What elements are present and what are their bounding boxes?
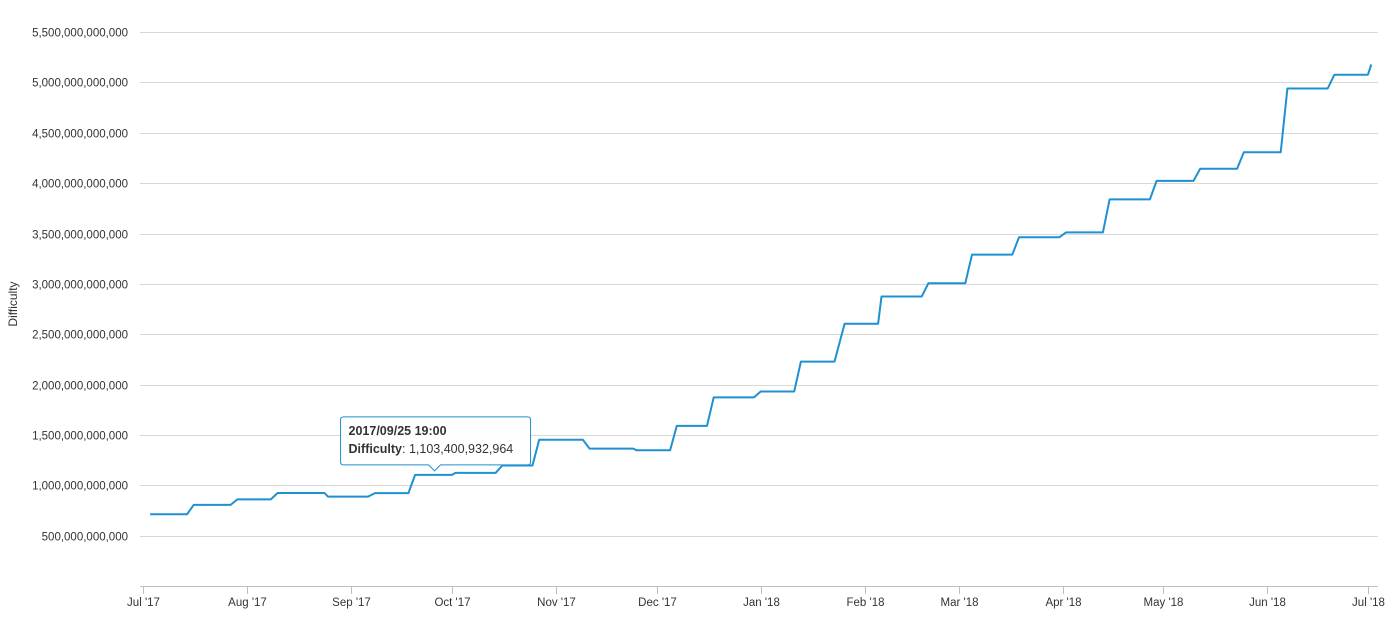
y-axis-title: Difficulty xyxy=(6,281,20,326)
series-line-difficulty xyxy=(150,64,1373,516)
y-tick-label: 1,000,000,000,000 xyxy=(32,481,128,493)
x-axis: Jul '17 Aug '17 Sep '17 Oct '17 Nov '17 Dec '… xyxy=(127,586,1385,609)
x-tick-label: Dec '17 xyxy=(638,597,677,609)
x-tick-label: Oct '17 xyxy=(434,597,470,609)
y-tick-label: 5,000,000,000,000 xyxy=(32,78,128,90)
tooltip: 2017/09/25 19:00 Difficulty: 1,103,400,9… xyxy=(340,416,532,472)
tooltip-label: Difficulty xyxy=(349,442,403,456)
x-tick-label: Jan '18 xyxy=(743,597,780,609)
tooltip-value-line: Difficulty: 1,103,400,932,964 xyxy=(349,442,514,456)
y-tick-label: 1,500,000,000,000 xyxy=(32,431,128,443)
tooltip-value: : 1,103,400,932,964 xyxy=(402,442,513,456)
y-tick-label: 5,500,000,000,000 xyxy=(32,28,128,40)
y-tick-label: 4,500,000,000,000 xyxy=(32,129,128,141)
y-tick-label: 500,000,000,000 xyxy=(42,532,128,544)
x-tick-label: Jul '18 xyxy=(1352,597,1385,609)
y-tick-label: 3,000,000,000,000 xyxy=(32,280,128,292)
series-layer xyxy=(150,64,1373,516)
x-tick-label: Jun '18 xyxy=(1249,597,1286,609)
tooltip-date: 2017/09/25 19:00 xyxy=(349,424,447,438)
x-tick-label: Feb '18 xyxy=(847,597,885,609)
x-tick-label: May '18 xyxy=(1144,597,1184,609)
grid-layer xyxy=(140,32,1378,537)
y-tick-label: 4,000,000,000,000 xyxy=(32,179,128,191)
x-tick-label: Apr '18 xyxy=(1045,597,1081,609)
x-tick-label: Mar '18 xyxy=(941,597,979,609)
y-tick-label: 2,000,000,000,000 xyxy=(32,381,128,393)
y-axis-ticks: 500,000,000,000 1,000,000,000,000 1,500,00… xyxy=(32,28,128,544)
x-tick-label: Jul '17 xyxy=(127,597,160,609)
y-tick-label: 2,500,000,000,000 xyxy=(32,330,128,342)
y-tick-label: 3,500,000,000,000 xyxy=(32,230,128,242)
x-tick-label: Aug '17 xyxy=(228,597,267,609)
x-tick-label: Sep '17 xyxy=(332,597,371,609)
x-tick-label: Nov '17 xyxy=(537,597,576,609)
tooltip-box xyxy=(340,416,532,472)
